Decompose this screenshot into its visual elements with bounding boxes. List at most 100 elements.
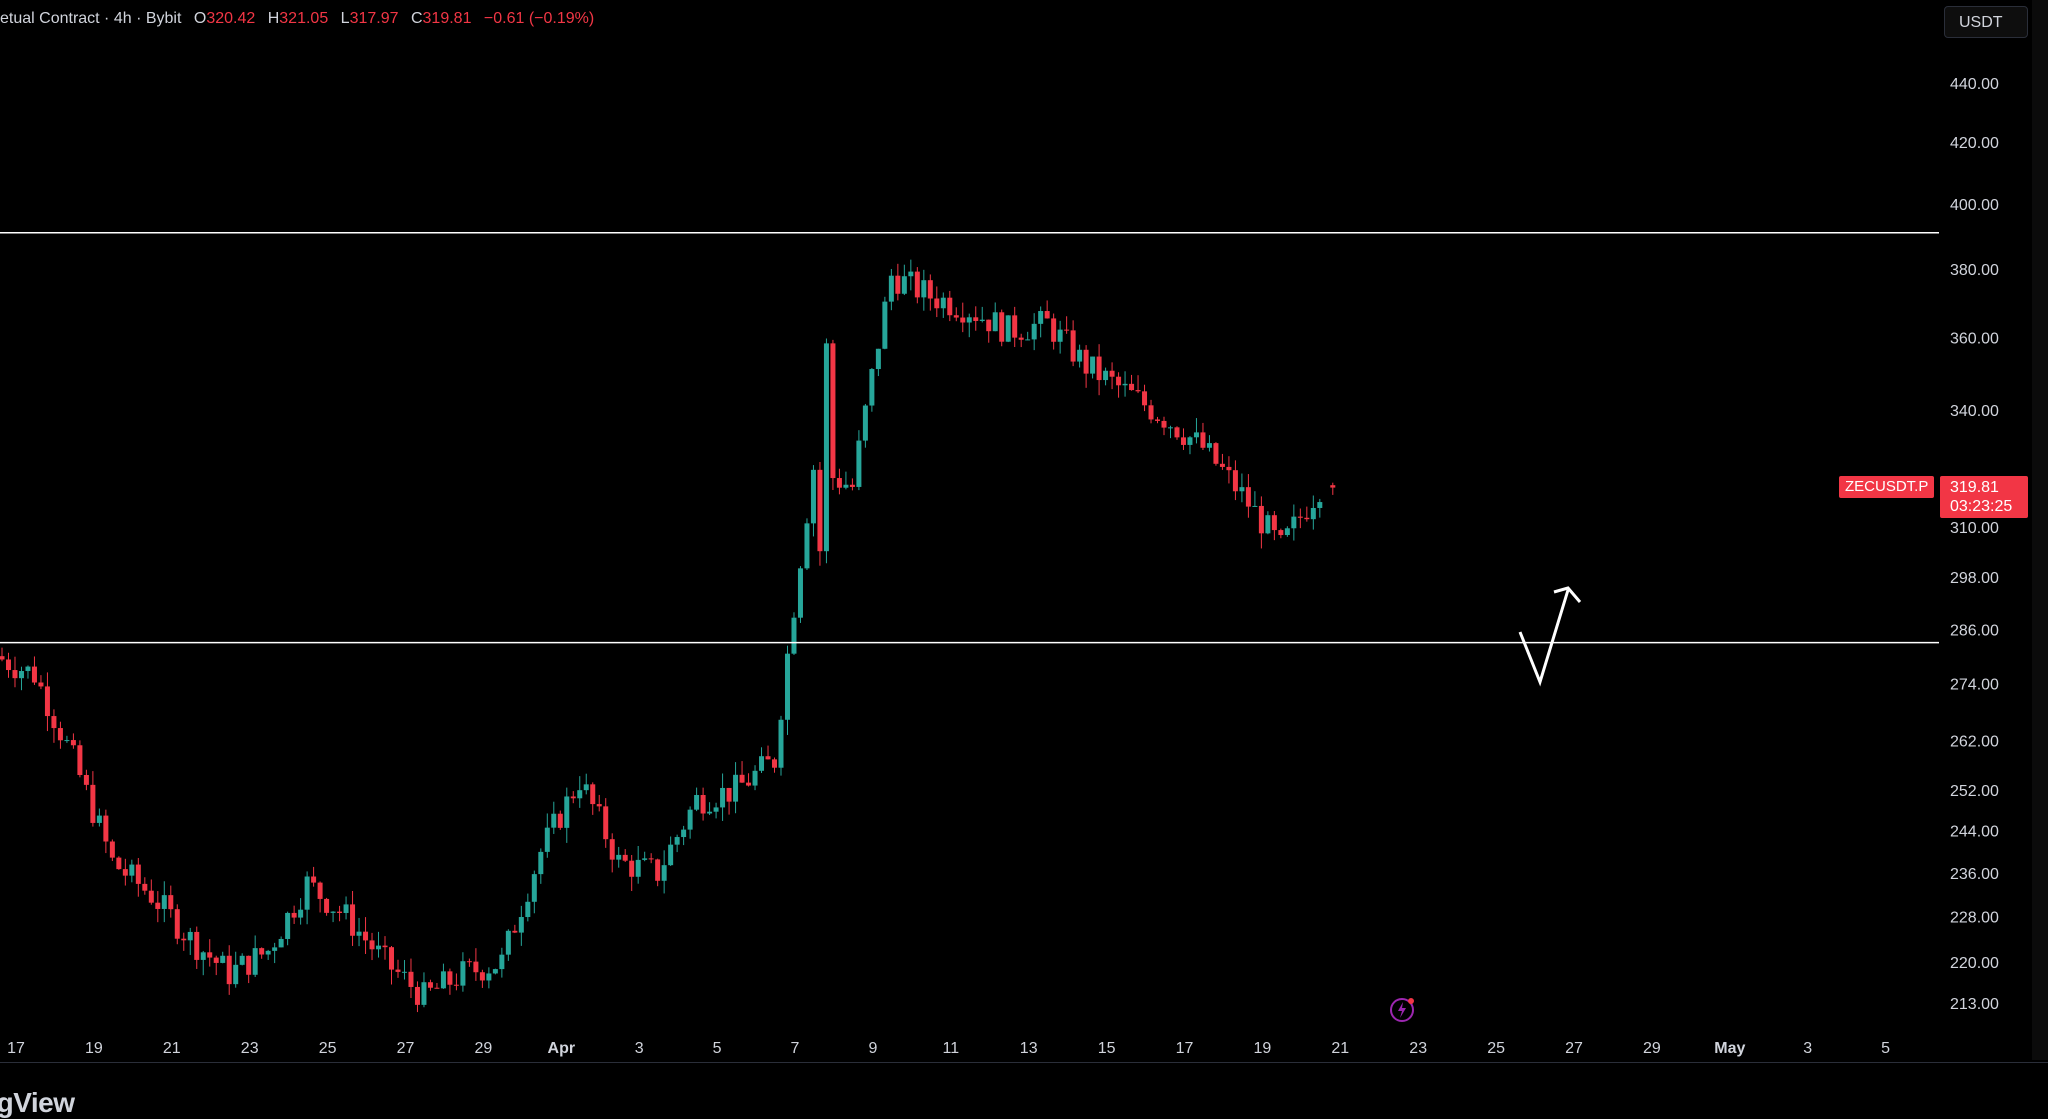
candle-body [18, 671, 24, 679]
candle-body [895, 275, 901, 294]
candle-body [849, 484, 855, 487]
candle-body [317, 882, 323, 899]
price-tick-label: 340.00 [1950, 403, 1999, 420]
candle-body [408, 971, 414, 987]
candle-body [999, 312, 1005, 342]
candle-body [830, 343, 836, 479]
candle-body [1245, 487, 1251, 507]
time-tick-label: 29 [1643, 1040, 1661, 1057]
candle-body [278, 938, 284, 948]
price-tick-label: 220.00 [1950, 955, 1999, 972]
time-tick-label: 21 [163, 1040, 181, 1057]
candle-body [142, 883, 148, 891]
candle-body [694, 794, 700, 810]
candle-body [668, 844, 674, 866]
price-tick-label: 360.00 [1950, 330, 1999, 347]
candle-body [298, 909, 304, 918]
candle-body [804, 523, 810, 569]
candle-body [473, 961, 479, 973]
candle-body [64, 740, 70, 742]
candle-body [544, 827, 550, 852]
candle-body [479, 972, 485, 981]
candle-body [1252, 505, 1258, 507]
time-tick-label: 17 [7, 1040, 25, 1057]
symbol-legend[interactable]: etual Contract · 4h · Bybit O320.42 H321… [0, 10, 594, 28]
price-scale-strip[interactable] [2032, 0, 2048, 1060]
candle-body [947, 297, 953, 316]
candle-body [343, 904, 349, 913]
candle-body [1330, 485, 1336, 488]
candle-body [583, 784, 589, 791]
candle-body [869, 369, 875, 406]
candle-body [1265, 515, 1271, 534]
candle-body [1064, 329, 1070, 331]
currency-button[interactable]: USDT [1944, 6, 2028, 38]
price-tick-label: 420.00 [1950, 135, 1999, 152]
legend-open-value: 320.42 [206, 10, 256, 27]
last-price-value: 319.81 [1950, 479, 1999, 496]
candle-body [1005, 315, 1011, 342]
candle-body [797, 568, 803, 618]
candle-body [1161, 420, 1167, 428]
candle-body [648, 858, 654, 860]
candle-body [1077, 349, 1083, 362]
last-price-label: 319.81 03:23:25 [1940, 476, 2028, 518]
candle-body [966, 317, 972, 323]
candle-body [836, 478, 842, 488]
candle-body [655, 859, 661, 881]
price-tick-label: 440.00 [1950, 76, 1999, 93]
time-tick-label: 25 [319, 1040, 337, 1057]
candle-body [642, 858, 648, 860]
candle-body [1116, 376, 1122, 386]
candle-body [603, 806, 609, 840]
candle-body [96, 815, 102, 823]
candle-body [259, 948, 265, 955]
candle-body [395, 969, 401, 972]
candle-body [291, 912, 297, 918]
candle-body [356, 931, 362, 936]
candles-group [0, 259, 1336, 1013]
candle-body [1155, 419, 1161, 421]
drawn-arrow-head[interactable] [1553, 586, 1582, 603]
candle-body [979, 319, 985, 321]
drawn-arrow-path[interactable] [1518, 589, 1570, 687]
candle-body [0, 656, 5, 660]
price-tick-label: 228.00 [1950, 910, 1999, 927]
candle-body [324, 898, 330, 913]
candle-body [661, 865, 667, 881]
time-tick-label: 19 [1254, 1040, 1272, 1057]
candle-body [285, 912, 291, 939]
candle-body [1148, 405, 1154, 420]
candle-body [772, 759, 778, 768]
candle-body [116, 857, 122, 870]
time-tick-label: 13 [1020, 1040, 1038, 1057]
candle-body [1219, 463, 1225, 467]
candle-body [1168, 427, 1173, 429]
candle-body [674, 837, 680, 845]
candle-body [823, 343, 829, 552]
candle-body [168, 895, 174, 910]
candle-body [518, 917, 524, 933]
candle-body [330, 911, 336, 913]
candle-body [973, 317, 979, 321]
candle-body [1070, 330, 1076, 362]
bolt-icon[interactable] [1389, 996, 1415, 1022]
candle-body [1271, 515, 1277, 531]
candle-body [590, 784, 596, 805]
candle-body [155, 902, 161, 909]
candle-body [687, 809, 693, 830]
candle-body [499, 954, 505, 970]
candle-body [492, 969, 498, 974]
candle-body [226, 955, 232, 985]
candle-body [681, 829, 687, 838]
brand-logo-text: ngView [0, 1087, 75, 1118]
candle-body [733, 774, 739, 802]
time-tick-label: 3 [635, 1040, 644, 1057]
candle-body [401, 971, 407, 973]
candle-body [1096, 356, 1102, 381]
price-tick-label: 252.00 [1950, 783, 1999, 800]
candle-body [707, 811, 713, 814]
candle-body [622, 854, 628, 861]
legend-close-label: C [410, 10, 423, 27]
